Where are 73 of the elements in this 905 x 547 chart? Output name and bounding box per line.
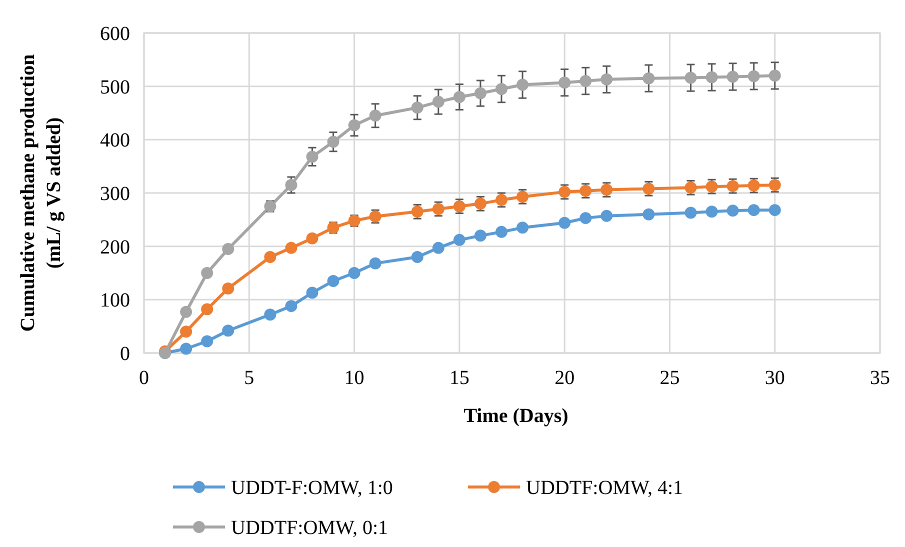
y-tick-label: 500 <box>100 76 130 98</box>
point <box>201 303 214 316</box>
point <box>495 226 508 238</box>
point <box>285 179 298 191</box>
point <box>411 102 424 114</box>
point <box>285 242 298 254</box>
y-axis-title: Cumulative methane production (mL/ g VS added) <box>17 54 65 332</box>
legend-label: UDDTF:OMW, 4:1 <box>526 477 684 499</box>
x-tick-label: 30 <box>764 367 785 389</box>
legend-label: UDDTF:OMW, 0:1 <box>231 517 388 539</box>
x-tick-label: 5 <box>244 367 254 389</box>
point <box>684 206 697 219</box>
x-tick-label: 15 <box>449 367 470 389</box>
point <box>180 342 192 355</box>
point <box>369 110 382 122</box>
point <box>180 326 192 338</box>
point <box>327 275 340 287</box>
point <box>726 204 739 217</box>
x-tick-label: 20 <box>554 367 575 389</box>
x-tick-label: 35 <box>870 367 890 389</box>
point <box>768 204 781 216</box>
point <box>748 70 760 82</box>
y-tick-label: 200 <box>100 236 130 258</box>
point <box>201 267 214 279</box>
point <box>432 242 444 254</box>
point <box>748 204 760 216</box>
point <box>306 232 318 244</box>
point <box>642 208 655 220</box>
x-axis-title: Time (Days) <box>464 405 568 427</box>
y-tick-label: 300 <box>100 183 130 205</box>
point <box>474 230 486 242</box>
point <box>264 251 276 263</box>
point <box>580 75 592 87</box>
point <box>285 300 298 312</box>
point <box>453 91 466 103</box>
x-tick-label: 25 <box>660 367 680 389</box>
point <box>768 70 781 82</box>
point <box>432 96 444 108</box>
y-tick-label: 400 <box>100 130 130 152</box>
point <box>222 324 234 337</box>
point <box>516 78 529 91</box>
legend-label: UDDT-F:OMW, 1:0 <box>231 477 393 499</box>
x-tick-label: 0 <box>139 367 149 389</box>
point <box>495 83 508 95</box>
point <box>222 282 234 294</box>
point <box>327 136 340 148</box>
point <box>706 206 718 218</box>
point <box>264 308 276 321</box>
point <box>306 286 318 299</box>
x-tick-label: 10 <box>344 367 364 389</box>
point <box>201 335 214 348</box>
point <box>580 212 592 224</box>
point <box>706 71 718 84</box>
y-tick-label: 0 <box>120 343 130 365</box>
y-tick-label: 100 <box>100 290 130 312</box>
point <box>411 251 424 263</box>
point <box>180 306 192 318</box>
point <box>474 87 486 100</box>
point <box>558 216 571 229</box>
point <box>516 222 529 234</box>
point <box>348 119 360 132</box>
point <box>600 210 613 222</box>
point <box>222 243 234 255</box>
point <box>558 76 571 89</box>
point <box>642 72 655 84</box>
y-tick-label: 600 <box>100 23 130 45</box>
point <box>600 73 613 86</box>
point <box>348 267 360 279</box>
point <box>369 257 382 270</box>
point <box>306 150 318 163</box>
point <box>684 72 697 84</box>
point <box>453 234 466 246</box>
point <box>726 70 739 83</box>
